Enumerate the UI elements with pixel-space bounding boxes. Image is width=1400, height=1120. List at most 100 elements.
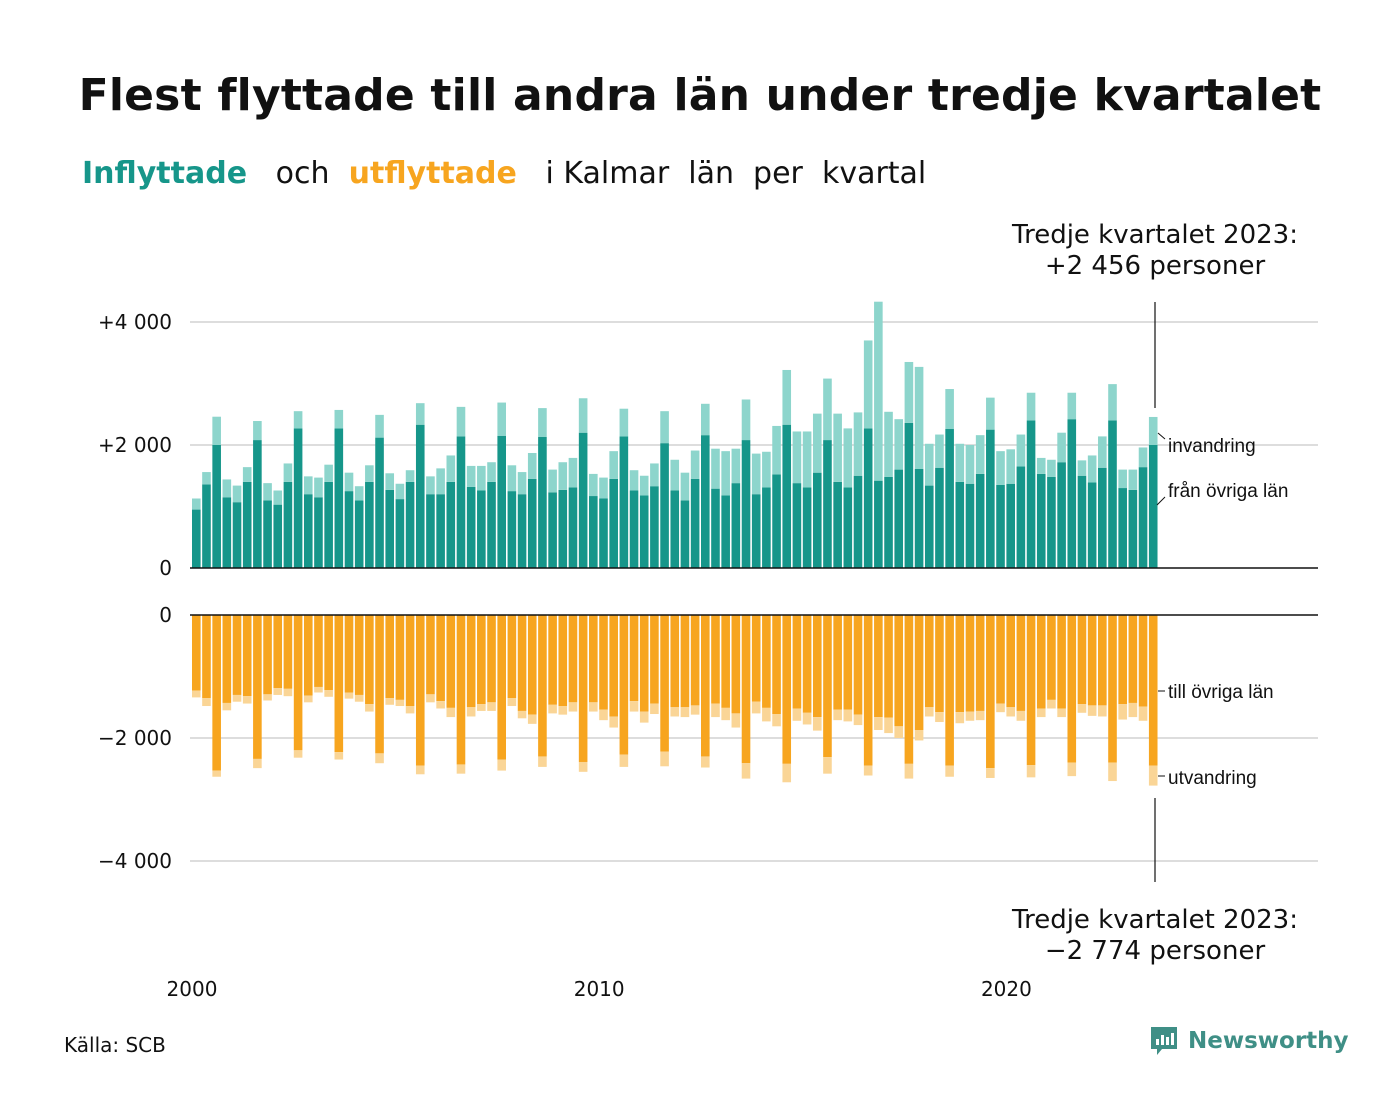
bar-till-ovriga-lan (232, 615, 242, 695)
bar-fran-ovriga-lan (344, 491, 354, 568)
subtitle-utflyttade: utflyttade (348, 156, 517, 191)
bar-invandring (446, 455, 456, 482)
bar-till-ovriga-lan (354, 615, 364, 695)
bar-invandring (619, 408, 629, 437)
bar-till-ovriga-lan (578, 615, 588, 762)
bar-fran-ovriga-lan (894, 469, 904, 568)
bar-fran-ovriga-lan (365, 481, 374, 568)
bar-invandring (354, 486, 364, 501)
bar-utvandring (517, 710, 527, 719)
bar-fran-ovriga-lan (904, 422, 914, 568)
bar-fran-ovriga-lan (914, 468, 924, 568)
bar-till-ovriga-lan (395, 615, 405, 700)
bar-till-ovriga-lan (660, 615, 669, 752)
bar-till-ovriga-lan (945, 615, 954, 766)
bar-till-ovriga-lan (751, 615, 761, 702)
bar-till-ovriga-lan (884, 615, 893, 718)
y-tick-labels: 0 +2 000 +4 000 0 −2 000 −4 000 (98, 310, 172, 873)
bar-fran-ovriga-lan (1148, 445, 1158, 568)
bar-fran-ovriga-lan (924, 485, 934, 568)
bar-till-ovriga-lan (1057, 615, 1066, 709)
bar-invandring (924, 443, 934, 486)
bar-utvandring (1036, 708, 1046, 718)
bar-invandring (273, 490, 283, 505)
bar-invandring (639, 475, 649, 496)
bar-fran-ovriga-lan (721, 495, 730, 568)
bar-invandring (975, 435, 985, 474)
bar-till-ovriga-lan (792, 615, 802, 709)
bar-fran-ovriga-lan (945, 429, 954, 568)
bar-till-ovriga-lan (558, 615, 568, 707)
bar-utvandring (456, 764, 466, 774)
bar-fran-ovriga-lan (1067, 419, 1077, 568)
bar-till-ovriga-lan (802, 615, 812, 713)
bar-fran-ovriga-lan (293, 428, 303, 568)
bar-fran-ovriga-lan (833, 481, 842, 568)
x-tick-labels: 2000 2010 2020 (167, 977, 1032, 1001)
bar-utvandring (1138, 706, 1148, 721)
bar-utvandring (334, 752, 344, 760)
bar-till-ovriga-lan (1077, 615, 1087, 705)
bar-utvandring (568, 702, 578, 712)
bar-fran-ovriga-lan (1026, 420, 1036, 568)
bar-till-ovriga-lan (517, 615, 527, 711)
bar-till-ovriga-lan (568, 615, 578, 703)
y-tick-label: +4 000 (98, 310, 172, 334)
bar-invandring (812, 413, 822, 473)
y-tick-label: −2 000 (98, 726, 172, 750)
bar-invandring (405, 470, 415, 482)
bar-fran-ovriga-lan (599, 498, 608, 568)
bar-till-ovriga-lan (202, 615, 211, 699)
bar-fran-ovriga-lan (202, 484, 211, 568)
y-tick-label: 0 (159, 556, 172, 580)
newsworthy-logo-icon (1151, 1027, 1177, 1055)
bar-fran-ovriga-lan (456, 436, 466, 568)
bar-utvandring (1087, 705, 1097, 716)
bar-invandring (334, 409, 344, 429)
bar-invandring (212, 416, 221, 445)
bar-invandring (904, 361, 914, 423)
bar-utvandring (701, 756, 710, 768)
bar-till-ovriga-lan (375, 615, 384, 754)
bar-till-ovriga-lan (242, 615, 252, 697)
bar-invandring (578, 398, 588, 433)
bar-utvandring (599, 709, 608, 721)
bar-utvandring (212, 770, 221, 777)
bar-fran-ovriga-lan (1128, 489, 1138, 568)
x-tick-label: 2020 (981, 977, 1032, 1001)
bottom-gridlines (190, 737, 1318, 862)
bar-fran-ovriga-lan (650, 486, 659, 568)
bar-fran-ovriga-lan (527, 478, 537, 568)
bar-fran-ovriga-lan (395, 499, 405, 568)
bar-utvandring (1118, 704, 1127, 720)
bar-invandring (1108, 384, 1117, 421)
bar-utvandring (823, 757, 832, 774)
bar-utvandring (935, 712, 944, 723)
bar-fran-ovriga-lan (497, 435, 506, 568)
bar-till-ovriga-lan (762, 615, 771, 708)
bar-invandring (1016, 434, 1026, 467)
bar-utvandring (1006, 707, 1015, 717)
bar-till-ovriga-lan (629, 615, 639, 702)
bar-invandring (833, 413, 842, 482)
bar-fran-ovriga-lan (639, 495, 649, 568)
bar-fran-ovriga-lan (741, 440, 751, 568)
top-annotation-line2: +2 456 personer (1045, 251, 1266, 281)
bar-utvandring (1016, 710, 1026, 721)
bar-invandring (344, 472, 354, 492)
bar-utvandring (344, 692, 354, 699)
bar-utvandring (853, 714, 863, 726)
brand-logo[interactable]: Newsworthy (1148, 1024, 1349, 1058)
bar-fran-ovriga-lan (792, 483, 802, 568)
bar-utvandring (802, 712, 812, 725)
bar-till-ovriga-lan (263, 615, 272, 695)
bar-invandring (701, 403, 710, 436)
bar-invandring (823, 378, 832, 441)
bar-fran-ovriga-lan (283, 481, 293, 568)
bar-invandring (843, 428, 853, 488)
bar-invandring (415, 403, 425, 425)
bar-till-ovriga-lan (426, 615, 435, 695)
bar-utvandring (1067, 762, 1077, 777)
bar-till-ovriga-lan (477, 615, 486, 705)
bar-utvandring (619, 754, 629, 767)
